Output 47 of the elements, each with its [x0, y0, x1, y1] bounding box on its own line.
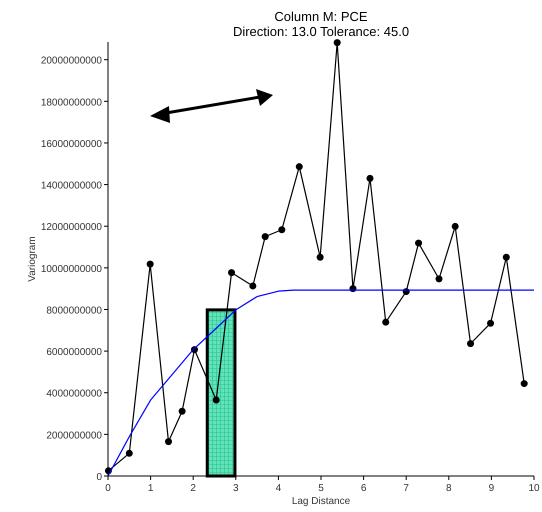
chart-subtitle: Direction: 13.0 Tolerance: 45.0: [232, 24, 410, 39]
x-tick-label: 5: [318, 483, 324, 494]
chart-title: Column M: PCE: [274, 9, 368, 24]
x-tick-label: 4: [276, 483, 282, 494]
x-tick-label: 3: [233, 483, 240, 494]
y-tick-label: 10000000000: [40, 264, 102, 275]
point: [146, 260, 154, 268]
point: [334, 39, 341, 46]
y-tick-label: 20000000000: [40, 56, 102, 67]
point: [126, 450, 133, 457]
point: [382, 318, 390, 326]
point: [164, 438, 172, 446]
point: [502, 254, 510, 261]
point: [520, 380, 528, 388]
y-tick-label: 14000000000: [40, 180, 102, 192]
point: [436, 275, 442, 282]
y-axis-title: Variogram: [27, 236, 38, 282]
point: [228, 269, 236, 276]
point: [212, 396, 220, 404]
point: [296, 163, 303, 170]
y-tick-label: 6000000000: [46, 347, 102, 358]
x-tick-label: 0: [105, 483, 112, 494]
point: [415, 240, 422, 247]
y-tick-label: 4000000000: [46, 388, 102, 400]
x-tick-label: 6: [360, 483, 367, 494]
point: [366, 174, 374, 182]
point: [278, 226, 286, 234]
x-tick-label: 9: [488, 483, 495, 494]
y-tick-label: 16000000000: [40, 138, 102, 150]
y-tick-label: 18000000000: [40, 97, 102, 108]
y-tick-label: 0: [96, 472, 102, 483]
point: [178, 408, 186, 415]
x-tick-label: 8: [446, 483, 452, 494]
x-tick-label: 2: [190, 483, 196, 494]
point: [262, 233, 269, 240]
x-tick-label: 10: [528, 483, 540, 494]
point: [316, 254, 324, 261]
x-tick-label: 1: [148, 483, 154, 494]
y-tick-label: 8000000000: [46, 305, 102, 316]
point: [487, 320, 494, 327]
point: [467, 340, 474, 348]
y-tick-label: 2000000000: [46, 430, 102, 442]
x-axis-title: Lag Distance: [292, 496, 351, 507]
x-tick-label: 7: [403, 483, 410, 494]
y-tick-label: 12000000000: [40, 222, 102, 234]
point: [452, 222, 459, 230]
point: [249, 282, 256, 290]
